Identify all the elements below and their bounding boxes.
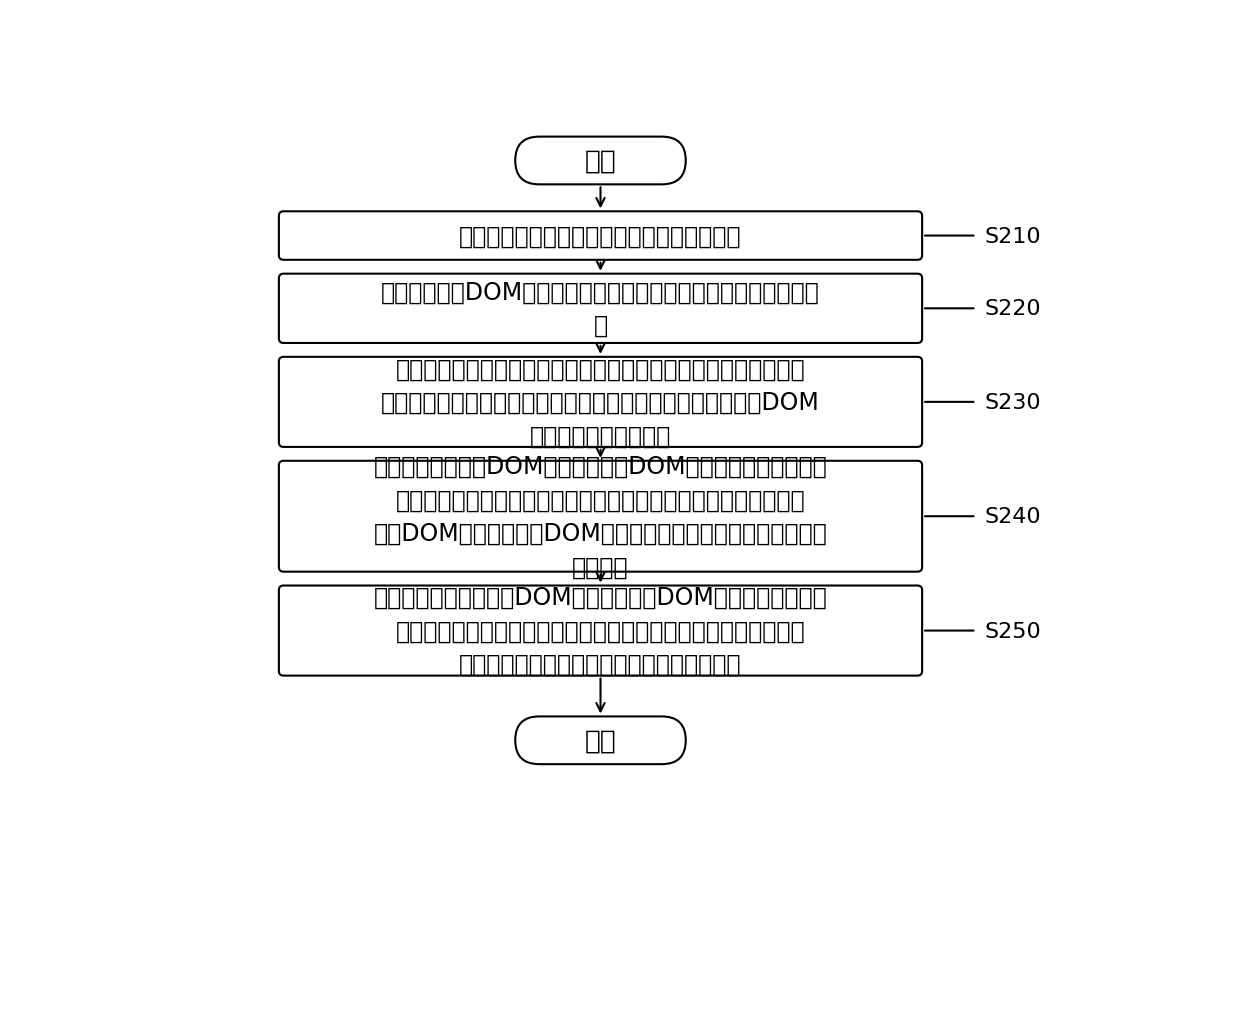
- Text: 对得到的所述至少一项DOM组分中的每项DOM组分匹配的目标荧
光光谱峰的荧光发射波长数值、激发光波长数值及荧光强度数值进
行数据汇总，得到对应的荧光光谱峰筛选结: 对得到的所述至少一项DOM组分中的每项DOM组分匹配的目标荧 光光谱峰的荧光发射…: [374, 585, 828, 676]
- Text: S250: S250: [984, 621, 1041, 641]
- Text: S210: S210: [984, 226, 1041, 247]
- FancyBboxPatch shape: [279, 358, 922, 448]
- Text: S230: S230: [984, 392, 1041, 412]
- Text: S220: S220: [984, 299, 1041, 319]
- FancyBboxPatch shape: [279, 586, 922, 676]
- Text: 开始: 开始: [585, 149, 616, 174]
- Text: 获取至少一个待分析样本的三维荧光光谱数据: 获取至少一个待分析样本的三维荧光光谱数据: [460, 224, 742, 249]
- Text: 获取至少一项DOM组分所对应的荧光发射波长范围及激发光波长范
围: 获取至少一项DOM组分所对应的荧光发射波长范围及激发光波长范 围: [382, 280, 820, 338]
- Text: S240: S240: [984, 507, 1041, 527]
- FancyBboxPatch shape: [515, 717, 685, 764]
- FancyBboxPatch shape: [279, 274, 922, 344]
- Text: 在显示组件当前的显示画面中对每组所述光谱数据对应的各荧光光
谱峰进行位置点标定，并在所述显示画面中针对所述至少一项DOM
组分进行边界区域划定: 在显示组件当前的显示画面中对每组所述光谱数据对应的各荧光光 谱峰进行位置点标定，…: [382, 357, 820, 448]
- FancyBboxPatch shape: [279, 461, 922, 572]
- FancyBboxPatch shape: [279, 212, 922, 261]
- Text: 检测所述至少一项DOM组分中的每项DOM组分所对应的边界区域
内是否分布有荧光光谱峰的位置点，并根据检测结果确定所述至少
一项DOM组分中的每项DOM组分在对应: 检测所述至少一项DOM组分中的每项DOM组分所对应的边界区域 内是否分布有荧光光…: [374, 455, 828, 579]
- FancyBboxPatch shape: [515, 137, 685, 185]
- Text: 结束: 结束: [585, 728, 616, 753]
